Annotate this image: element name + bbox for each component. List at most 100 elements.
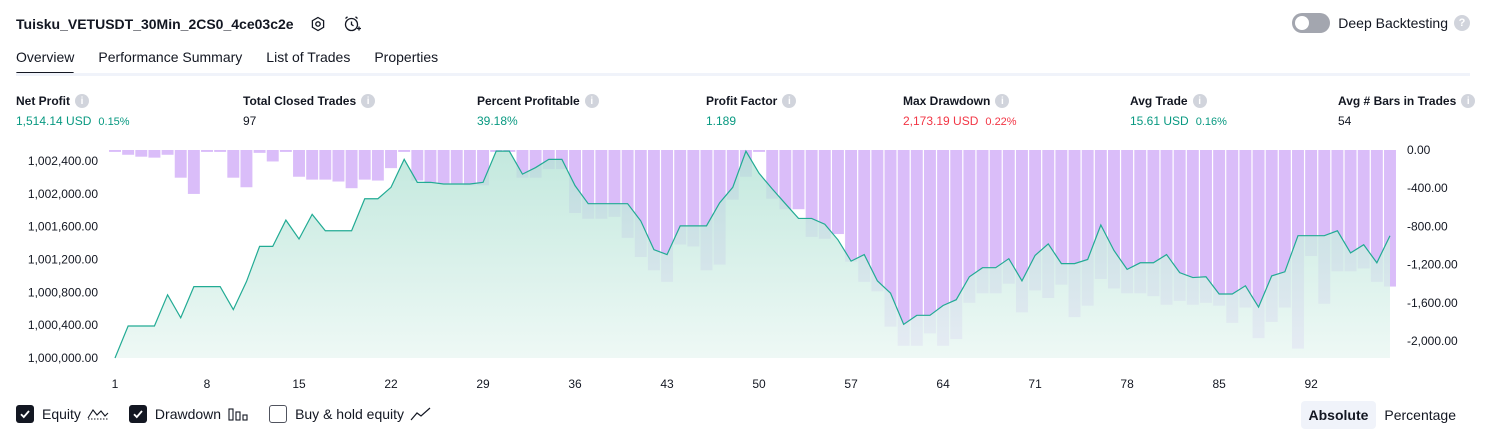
drawdown-checkbox[interactable] — [128, 405, 147, 423]
drawdown-bar — [884, 150, 897, 327]
drawdown-bar — [174, 150, 187, 178]
drawdown-bar — [319, 150, 332, 180]
drawdown-bar — [595, 150, 608, 219]
metric-percent-profitable: Percent Profitable i 39.18% — [477, 93, 599, 128]
metric-percent: 0.22% — [985, 116, 1017, 128]
drawdown-bar — [621, 150, 634, 238]
legend-label: Equity — [42, 406, 81, 422]
tab-performance-summary[interactable]: Performance Summary — [98, 49, 243, 65]
drawdown-bar — [1200, 150, 1212, 303]
tab-overview[interactable]: Overview — [16, 40, 75, 75]
drawdown-bar — [135, 150, 148, 157]
drawdown-bar — [1239, 150, 1252, 308]
metric-label: Profit Factor — [706, 94, 778, 108]
x-tick-label: 64 — [936, 377, 950, 391]
drawdown-bar — [253, 150, 266, 153]
drawdown-bar — [1015, 150, 1028, 313]
drawdown-bar — [1252, 150, 1265, 339]
drawdown-bar — [831, 150, 844, 235]
drawdown-bar — [1186, 150, 1199, 305]
equity-line — [114, 149, 1391, 359]
x-tick-label: 22 — [384, 377, 398, 391]
tab-list-of-trades[interactable]: List of Trades — [266, 49, 351, 65]
drawdown-bar — [187, 150, 200, 194]
metric-total-closed-trades: Total Closed Trades i 97 — [243, 93, 376, 128]
drawdown-bar — [726, 150, 739, 200]
drawdown-bar — [1134, 150, 1147, 294]
chart-legend: Equity Drawdown Buy & hold equity — [16, 403, 452, 425]
right-tick-label: -1,600.00 — [1407, 296, 1458, 310]
left-axis: 1,000,000.00 1,000,400.00 1,000,800.00 1,00… — [28, 154, 98, 365]
deep-backtesting-toggle[interactable] — [1292, 13, 1331, 33]
metric-value: 39.18% — [477, 114, 518, 128]
drawdown-bar — [463, 150, 476, 186]
strategy-title: Tuisku_VETUSDT_30Min_2CS0_4ce03c2e — [16, 16, 294, 32]
drawdown-bar — [989, 150, 1002, 294]
drawdown-bar — [1029, 150, 1042, 291]
info-icon[interactable]: i — [584, 94, 599, 108]
info-icon[interactable]: i — [1192, 94, 1207, 108]
drawdown-bar — [674, 150, 687, 245]
drawdown-bar — [700, 150, 713, 271]
drawdown-bar — [845, 150, 858, 262]
drawdown-bar — [779, 150, 792, 210]
metric-avg-bars: Avg # Bars in Trades i 54 — [1338, 93, 1476, 128]
equity-line-icon — [87, 406, 109, 422]
drawdown-bar — [109, 150, 121, 152]
x-tick-label: 50 — [752, 377, 766, 391]
info-icon[interactable]: i — [1461, 94, 1476, 108]
drawdown-bar — [1147, 150, 1160, 297]
add-alert-icon[interactable] — [342, 14, 362, 34]
drawdown-bar — [608, 150, 621, 217]
drawdown-bar — [937, 150, 950, 346]
drawdown-bar — [148, 150, 161, 158]
x-axis: 1 8 15 22 29 36 43 50 57 64 71 78 85 92 — [112, 377, 1318, 391]
drawdown-bar — [1055, 150, 1068, 285]
tab-properties[interactable]: Properties — [374, 49, 439, 65]
equity-drawdown-chart[interactable]: 1,000,000.00 1,000,400.00 1,000,800.00 1,00… — [0, 140, 1486, 395]
metric-value: 97 — [243, 114, 257, 128]
left-tick-label: 1,000,000.00 — [28, 351, 98, 365]
drawdown-bar — [332, 150, 345, 182]
drawdown-bar — [1173, 150, 1186, 301]
buy-hold-checkbox[interactable] — [269, 405, 288, 423]
left-tick-label: 1,000,800.00 — [28, 285, 98, 299]
settings-icon[interactable] — [308, 14, 328, 34]
legend-label: Buy & hold equity — [295, 406, 405, 422]
metric-avg-trade: Avg Trade i 15.61 USD 0.16% — [1130, 93, 1227, 128]
help-icon[interactable]: ? — [1454, 15, 1470, 31]
drawdown-bar — [1357, 150, 1370, 269]
drawdown-bar — [923, 150, 936, 334]
right-tick-label: -400.00 — [1407, 181, 1448, 195]
drawdown-bar — [1121, 150, 1134, 294]
right-tick-label: -2,000.00 — [1407, 334, 1458, 348]
info-icon[interactable]: i — [995, 94, 1010, 108]
tab-bar: Overview Performance Summary List of Tra… — [16, 40, 462, 75]
drawdown-bar — [582, 150, 595, 219]
drawdown-bar — [1081, 150, 1094, 306]
metric-value: 15.61 USD — [1130, 114, 1189, 128]
info-icon[interactable]: i — [75, 94, 89, 108]
right-axis: 0.00 -400.00 -800.00 -1,200.00 -1,600.00 -2,0… — [1407, 143, 1458, 348]
percentage-button[interactable]: Percentage — [1384, 407, 1456, 423]
absolute-button[interactable]: Absolute — [1300, 401, 1377, 429]
info-icon[interactable]: i — [782, 94, 797, 108]
x-tick-label: 36 — [568, 377, 582, 391]
info-icon[interactable]: i — [361, 94, 376, 108]
left-tick-label: 1,000,400.00 — [28, 318, 98, 332]
legend-drawdown[interactable]: Drawdown — [128, 405, 249, 423]
drawdown-bar — [161, 150, 174, 155]
legend-equity[interactable]: Equity — [16, 405, 109, 423]
drawdown-bar — [753, 150, 766, 152]
x-tick-label: 29 — [476, 377, 490, 391]
legend-buy-hold[interactable]: Buy & hold equity — [269, 405, 432, 423]
drawdown-bar — [1305, 150, 1318, 257]
metric-label: Avg Trade — [1130, 94, 1188, 108]
drawdown-bar — [424, 150, 437, 184]
drawdown-bar — [266, 150, 279, 162]
metric-value: 2,173.19 USD — [903, 114, 979, 128]
equity-checkbox[interactable] — [16, 405, 34, 423]
right-tick-label: 0.00 — [1407, 143, 1431, 157]
metric-percent: 0.16% — [1195, 116, 1227, 128]
drawdown-bar — [293, 150, 305, 177]
